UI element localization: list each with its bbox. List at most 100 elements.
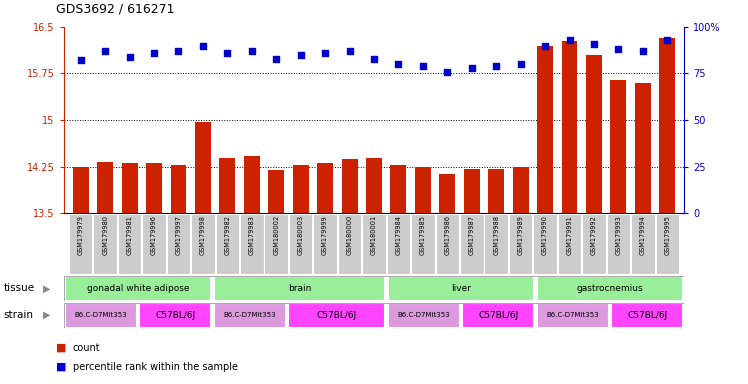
Text: ■: ■ bbox=[56, 343, 67, 353]
Bar bbox=[485, 214, 508, 274]
Point bbox=[221, 50, 233, 56]
Bar bbox=[338, 214, 361, 274]
Text: C57BL/6J: C57BL/6J bbox=[155, 311, 195, 320]
Point bbox=[148, 50, 160, 56]
Text: GSM179998: GSM179998 bbox=[200, 215, 206, 255]
Point bbox=[295, 52, 307, 58]
Bar bbox=[435, 214, 459, 274]
Bar bbox=[171, 165, 186, 213]
Bar bbox=[139, 303, 212, 328]
Text: GSM179988: GSM179988 bbox=[493, 215, 499, 255]
Text: GSM179999: GSM179999 bbox=[322, 215, 328, 255]
Bar bbox=[387, 303, 460, 328]
Text: GSM179994: GSM179994 bbox=[640, 215, 646, 255]
Bar bbox=[289, 214, 313, 274]
Bar bbox=[536, 303, 609, 328]
Point bbox=[661, 37, 673, 43]
Point bbox=[613, 46, 625, 52]
Bar bbox=[214, 276, 385, 301]
Point bbox=[75, 57, 87, 63]
Text: GDS3692 / 616271: GDS3692 / 616271 bbox=[56, 2, 174, 15]
Bar bbox=[607, 214, 630, 274]
Text: GSM179981: GSM179981 bbox=[126, 215, 132, 255]
Text: B6.C-D7Mit353: B6.C-D7Mit353 bbox=[546, 312, 599, 318]
Point bbox=[417, 63, 429, 69]
Bar bbox=[219, 159, 236, 213]
Bar bbox=[214, 303, 286, 328]
Bar bbox=[655, 214, 679, 274]
Text: GSM179985: GSM179985 bbox=[420, 215, 426, 255]
Bar bbox=[462, 303, 534, 328]
Bar bbox=[97, 162, 113, 213]
Bar bbox=[610, 79, 626, 213]
Text: count: count bbox=[73, 343, 100, 353]
Point bbox=[368, 55, 380, 61]
Text: GSM179997: GSM179997 bbox=[176, 215, 182, 255]
Text: GSM180003: GSM180003 bbox=[298, 215, 304, 255]
Bar bbox=[509, 214, 533, 274]
Text: GSM180002: GSM180002 bbox=[273, 215, 279, 255]
Bar bbox=[313, 214, 337, 274]
Point bbox=[490, 63, 502, 69]
Text: GSM179979: GSM179979 bbox=[78, 215, 84, 255]
Bar bbox=[631, 214, 654, 274]
Bar bbox=[240, 214, 263, 274]
Bar bbox=[488, 169, 504, 213]
Text: GSM179992: GSM179992 bbox=[591, 215, 597, 255]
Bar bbox=[118, 214, 141, 274]
Bar bbox=[317, 164, 333, 213]
Point bbox=[246, 48, 258, 54]
Text: GSM179982: GSM179982 bbox=[224, 215, 230, 255]
Bar bbox=[387, 214, 410, 274]
Bar bbox=[65, 303, 137, 328]
Point bbox=[173, 48, 185, 54]
Text: C57BL/6J: C57BL/6J bbox=[627, 311, 667, 320]
Bar bbox=[460, 214, 483, 274]
Point bbox=[197, 43, 209, 49]
Bar bbox=[94, 214, 117, 274]
Text: GSM179991: GSM179991 bbox=[566, 215, 572, 255]
Point bbox=[99, 48, 111, 54]
Point bbox=[123, 54, 135, 60]
Text: GSM179980: GSM179980 bbox=[102, 215, 108, 255]
Point bbox=[539, 43, 551, 49]
Text: C57BL/6J: C57BL/6J bbox=[316, 311, 357, 320]
Bar bbox=[244, 156, 260, 213]
Point bbox=[588, 41, 600, 47]
Point bbox=[515, 61, 527, 67]
Bar bbox=[558, 214, 581, 274]
Bar bbox=[635, 83, 651, 213]
Text: tissue: tissue bbox=[4, 283, 35, 293]
Bar bbox=[191, 214, 215, 274]
Bar bbox=[167, 214, 190, 274]
Text: GSM179990: GSM179990 bbox=[542, 215, 548, 255]
Bar bbox=[288, 303, 385, 328]
Text: brain: brain bbox=[288, 284, 311, 293]
Bar bbox=[366, 158, 382, 213]
Text: GSM179996: GSM179996 bbox=[151, 215, 157, 255]
Text: C57BL/6J: C57BL/6J bbox=[478, 311, 518, 320]
Bar bbox=[215, 214, 239, 274]
Bar bbox=[464, 169, 479, 213]
Bar bbox=[411, 214, 435, 274]
Bar bbox=[611, 303, 683, 328]
Bar bbox=[415, 167, 431, 213]
Text: gonadal white adipose: gonadal white adipose bbox=[87, 284, 189, 293]
Bar bbox=[269, 170, 284, 213]
Text: percentile rank within the sample: percentile rank within the sample bbox=[73, 362, 238, 372]
Text: GSM179987: GSM179987 bbox=[469, 215, 475, 255]
Bar bbox=[195, 122, 211, 213]
Bar bbox=[69, 214, 93, 274]
Point bbox=[466, 65, 478, 71]
Bar bbox=[536, 276, 683, 301]
Text: GSM179984: GSM179984 bbox=[396, 215, 402, 255]
Text: GSM180001: GSM180001 bbox=[371, 215, 377, 255]
Text: GSM179993: GSM179993 bbox=[616, 215, 622, 255]
Text: GSM179995: GSM179995 bbox=[664, 215, 670, 255]
Point bbox=[270, 55, 282, 61]
Bar bbox=[660, 38, 675, 213]
Bar bbox=[439, 174, 456, 213]
Text: ▶: ▶ bbox=[43, 310, 50, 320]
Text: B6.C-D7Mit353: B6.C-D7Mit353 bbox=[224, 312, 276, 318]
Bar bbox=[362, 214, 386, 274]
